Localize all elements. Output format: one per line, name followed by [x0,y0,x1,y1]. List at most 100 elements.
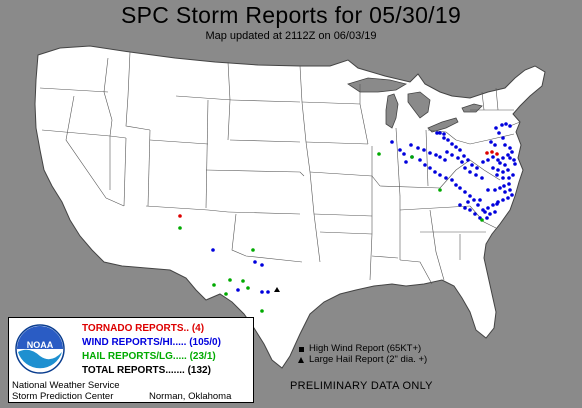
wind-report-marker [456,156,460,160]
wind-report-marker [474,173,478,177]
wind-report-marker [428,151,432,155]
wind-report-marker [435,131,439,135]
wind-report-marker [486,206,490,210]
wind-report-marker [423,163,427,167]
agency-line-2: Storm Prediction Center [12,391,114,402]
wind-report-marker [428,166,432,170]
wind-report-marker [493,188,497,192]
wind-report-marker [507,182,511,186]
wind-report-marker [508,156,512,160]
wind-report-marker [468,194,472,198]
wind-report-marker [442,132,446,136]
hail-report-marker [212,283,216,287]
wind-report-marker [211,248,215,252]
wind-report-marker [510,150,514,154]
preliminary-note: PRELIMINARY DATA ONLY [290,380,433,392]
wind-report-marker [501,156,505,160]
wind-report-marker [454,145,458,149]
wind-report-marker [501,198,505,202]
tornado-report-marker [178,214,182,218]
wind-report-marker [466,158,470,162]
wind-report-marker [486,158,490,162]
wind-report-marker [260,290,264,294]
agency-line-1: National Weather Service [12,380,120,391]
wind-report-marker [493,210,497,214]
wind-report-marker [507,176,511,180]
wind-report-marker [463,206,467,210]
hail-report-marker [260,309,264,313]
wind-report-marker [508,188,512,192]
state-boundaries [39,51,521,285]
wind-report-marker [501,176,505,180]
tornado-report-marker [485,151,489,155]
wind-report-marker [511,173,515,177]
wind-report-marker [450,178,454,182]
wind-report-marker [498,161,502,165]
hail-report-marker [377,152,381,156]
hail-report-marker [228,278,232,282]
wind-report-marker [450,142,454,146]
wind-report-marker [508,146,512,150]
wind-report-marker [445,150,449,154]
report-markers [178,122,517,313]
wind-report-marker [501,136,505,140]
wind-report-marker [438,173,442,177]
wind-report-marker [513,162,517,166]
wind-report-marker [444,176,448,180]
legend-total: TOTAL REPORTS....... (132) [82,365,211,376]
lake-michigan [385,93,399,129]
wind-report-marker [498,186,502,190]
wind-report-marker [458,148,462,152]
wind-report-marker [491,203,495,207]
wind-report-marker [473,212,477,216]
legend-wind: WIND REPORTS/HI..... (105/0) [82,337,221,348]
wind-report-marker [486,188,490,192]
tornado-report-marker [490,150,494,154]
wind-report-marker [418,158,422,162]
wind-report-marker [470,163,474,167]
wind-report-marker [443,158,447,162]
wind-report-marker [253,260,257,264]
wind-report-marker [512,158,516,162]
map-subtitle: Map updated at 2112Z on 06/03/19 [205,30,377,42]
wind-report-marker [458,203,462,207]
wind-report-marker [260,263,264,267]
wind-report-marker [493,143,497,147]
wind-report-marker [501,170,505,174]
wind-report-marker [422,148,426,152]
wind-report-marker [458,186,462,190]
wind-report-marker [478,198,482,202]
wind-report-marker [472,198,476,202]
wind-report-marker [491,166,495,170]
wind-report-marker [236,288,240,292]
wind-report-marker [485,216,489,220]
lake-superior [347,77,408,93]
wind-report-marker [468,170,472,174]
wind-report-marker [446,138,450,142]
legend-box: NOAA TORNADO REPORTS.. (4) WIND REPORTS/… [8,317,254,403]
wind-report-marker [500,123,504,127]
wind-report-marker [480,176,484,180]
wind-report-marker [491,155,495,159]
wind-report-marker [404,160,408,164]
wind-report-marker [504,122,508,126]
large-hail-key-icon [298,357,304,363]
wind-report-marker [506,168,510,172]
wind-report-marker [503,143,507,147]
hail-report-marker [241,279,245,283]
wind-report-marker [496,158,500,162]
lake-erie [427,117,459,133]
hail-report-marker [410,155,414,159]
wind-report-marker [503,163,507,167]
legend-hail: HAIL REPORTS/LG..... (23/1) [82,351,216,362]
wind-report-marker [442,136,446,140]
wind-report-marker [468,208,472,212]
hail-report-marker [480,218,484,222]
tornado-report-marker [495,152,499,156]
legend-tornado: TORNADO REPORTS.. (4) [82,323,205,334]
large-hail-report-marker [274,287,280,292]
wind-report-marker [462,154,466,158]
wind-report-marker [506,153,510,157]
